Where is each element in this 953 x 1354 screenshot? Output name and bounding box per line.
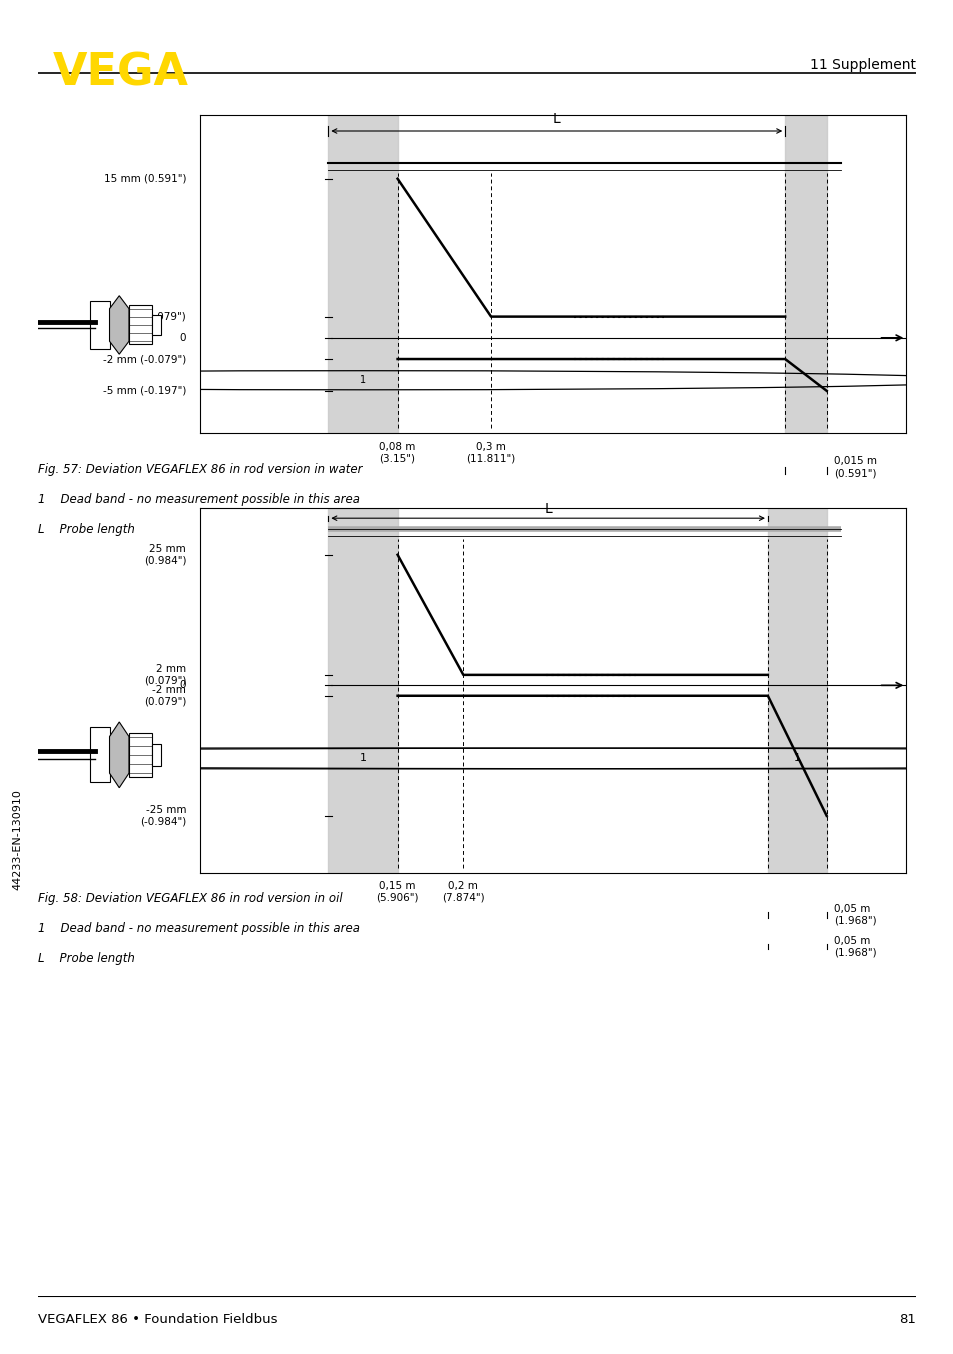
Text: 1    Dead band - no measurement possible in this area: 1 Dead band - no measurement possible in… <box>38 493 360 506</box>
Text: 2 mm (0.079"): 2 mm (0.079") <box>111 311 186 322</box>
Text: Fig. 57: Deviation VEGAFLEX 86 in rod version in water: Fig. 57: Deviation VEGAFLEX 86 in rod ve… <box>38 463 362 477</box>
Text: 1    Dead band - no measurement possible in this area: 1 Dead band - no measurement possible in… <box>38 922 360 936</box>
Bar <box>129 733 152 777</box>
Polygon shape <box>110 295 129 355</box>
Text: 0: 0 <box>179 680 186 691</box>
Bar <box>152 315 161 334</box>
Text: L    Probe length: L Probe length <box>38 523 135 536</box>
Text: L    Probe length: L Probe length <box>38 952 135 965</box>
Text: 44233-EN-130910: 44233-EN-130910 <box>12 789 22 890</box>
Text: -5 mm (-0.197"): -5 mm (-0.197") <box>103 386 186 395</box>
Bar <box>328 115 397 433</box>
Text: 0,05 m
(1.968"): 0,05 m (1.968") <box>833 936 876 957</box>
Text: 11 Supplement: 11 Supplement <box>809 58 915 72</box>
Text: 0,08 m
(3.15"): 0,08 m (3.15") <box>379 441 416 463</box>
Bar <box>152 743 161 766</box>
Text: 81: 81 <box>898 1313 915 1326</box>
Text: 0,015 m
(0.591"): 0,015 m (0.591") <box>833 456 876 478</box>
Bar <box>784 115 826 433</box>
Text: 1: 1 <box>359 753 366 764</box>
Bar <box>90 301 110 349</box>
Text: 2 mm
(0.079"): 2 mm (0.079") <box>144 663 186 685</box>
Text: 0: 0 <box>179 333 186 343</box>
Text: L: L <box>543 501 552 516</box>
Text: Fig. 58: Deviation VEGAFLEX 86 in rod version in oil: Fig. 58: Deviation VEGAFLEX 86 in rod ve… <box>38 892 342 906</box>
Text: 25 mm
(0.984"): 25 mm (0.984") <box>144 544 186 566</box>
Text: 1: 1 <box>359 375 366 386</box>
Bar <box>90 727 110 783</box>
Text: L: L <box>553 111 560 126</box>
Text: -2 mm
(0.079"): -2 mm (0.079") <box>144 685 186 707</box>
Text: 0,05 m
(1.968"): 0,05 m (1.968") <box>833 904 876 926</box>
Bar <box>129 306 152 344</box>
Text: VEGA: VEGA <box>52 51 189 95</box>
Bar <box>328 508 397 873</box>
Polygon shape <box>110 722 129 788</box>
Text: -2 mm (-0.079"): -2 mm (-0.079") <box>103 353 186 364</box>
Text: VEGAFLEX 86 • Foundation Fieldbus: VEGAFLEX 86 • Foundation Fieldbus <box>38 1313 277 1326</box>
Text: 1: 1 <box>793 753 800 764</box>
Text: 0,2 m
(7.874"): 0,2 m (7.874") <box>441 881 484 903</box>
Text: 15 mm (0.591"): 15 mm (0.591") <box>104 173 186 184</box>
Bar <box>767 508 826 873</box>
Text: -25 mm
(-0.984"): -25 mm (-0.984") <box>140 806 186 827</box>
Text: 0,3 m
(11.811"): 0,3 m (11.811") <box>466 441 516 463</box>
Text: 0,15 m
(5.906"): 0,15 m (5.906") <box>375 881 418 903</box>
